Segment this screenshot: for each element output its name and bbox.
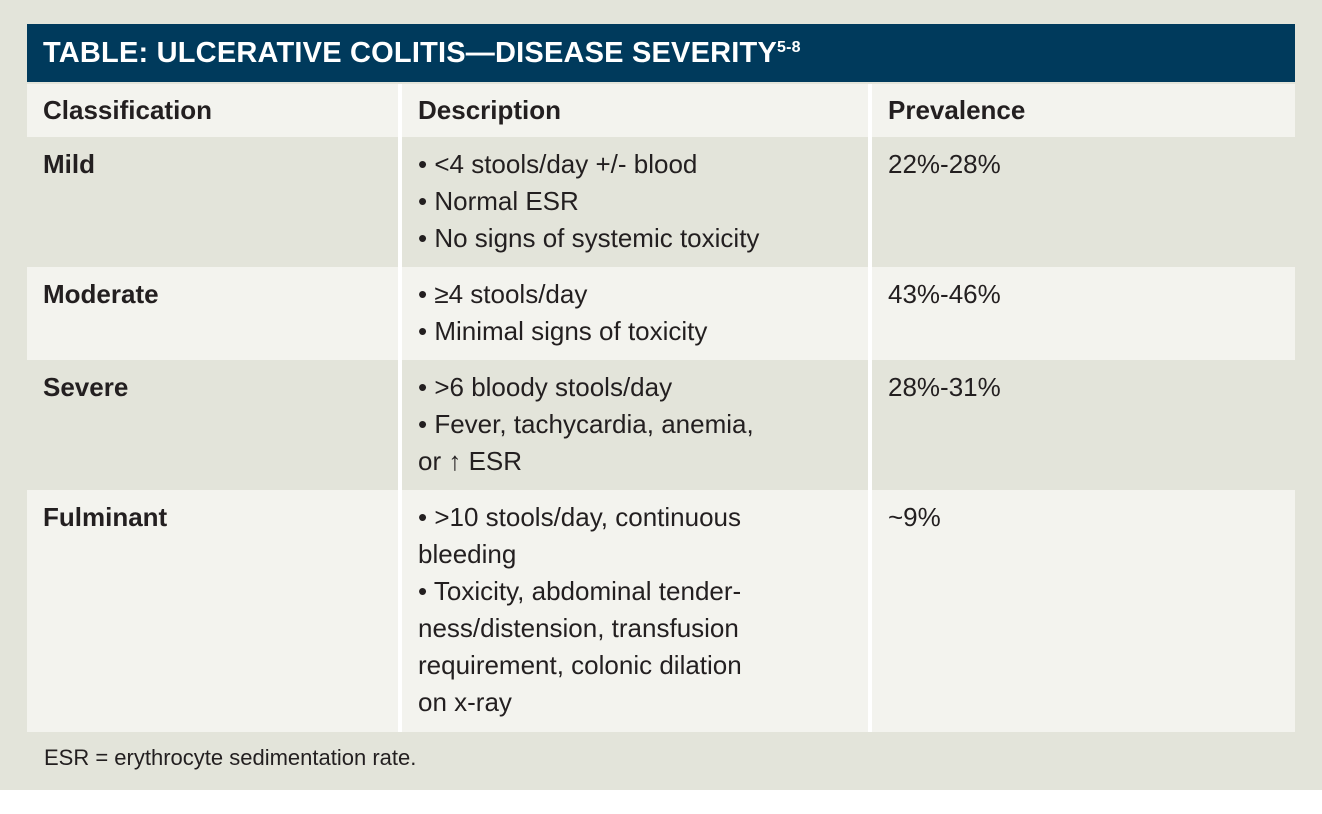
classification-cell: Fulminant	[27, 490, 400, 732]
prevalence-cell: 22%-28%	[868, 137, 1295, 267]
description-line: • Normal ESR	[418, 186, 579, 216]
table-row-fulminant: Fulminant • >10 stools/day, continuous b…	[27, 490, 1295, 732]
table-row-moderate: Moderate • ≥4 stools/day • Minimal signs…	[27, 267, 1295, 360]
table-row-severe: Severe • >6 bloody stools/day • Fever, t…	[27, 360, 1295, 490]
description-line: • ≥4 stools/day	[418, 279, 588, 309]
severity-table: Classification Description Prevalence Mi…	[27, 84, 1295, 732]
description-line: • >10 stools/day, continuous	[418, 502, 741, 532]
table-row-mild: Mild • <4 stools/day +/- blood • Normal …	[27, 137, 1295, 267]
description-line: or ↑ ESR	[418, 446, 523, 476]
description-cell: • ≥4 stools/day • Minimal signs of toxic…	[398, 267, 870, 360]
classification-cell: Moderate	[27, 267, 400, 360]
column-header-description: Description	[398, 84, 870, 137]
prevalence-cell: ~9%	[868, 490, 1295, 732]
prevalence-cell: 28%-31%	[868, 360, 1295, 490]
description-line: • Minimal signs of toxicity	[418, 316, 708, 346]
prevalence-cell: 43%-46%	[868, 267, 1295, 360]
description-line: • <4 stools/day +/- blood	[418, 149, 698, 179]
description-line: requirement, colonic dilation	[418, 650, 742, 680]
description-line: bleeding	[418, 539, 517, 569]
description-cell: • <4 stools/day +/- blood • Normal ESR •…	[398, 137, 870, 267]
description-line: • >6 bloody stools/day	[418, 372, 673, 402]
description-cell: • >6 bloody stools/day • Fever, tachycar…	[398, 360, 870, 490]
description-line: • No signs of systemic toxicity	[418, 223, 760, 253]
description-line: • Toxicity, abdominal tender-	[418, 576, 742, 606]
title-citation: 5-8	[777, 39, 801, 56]
column-header-prevalence: Prevalence	[868, 84, 1295, 137]
column-header-classification: Classification	[27, 84, 400, 137]
classification-cell: Mild	[27, 137, 400, 267]
header-row: Classification Description Prevalence	[27, 84, 1295, 137]
table-panel: TABLE: ULCERATIVE COLITIS—DISEASE SEVERI…	[0, 0, 1322, 790]
table-title: TABLE: ULCERATIVE COLITIS—DISEASE SEVERI…	[27, 24, 1295, 82]
classification-cell: Severe	[27, 360, 400, 490]
description-line: on x-ray	[418, 687, 512, 717]
description-cell: • >10 stools/day, continuous bleeding • …	[398, 490, 870, 732]
description-line: • Fever, tachycardia, anemia,	[418, 409, 754, 439]
footnote: ESR = erythrocyte sedimentation rate.	[44, 745, 417, 770]
description-line: ness/distension, transfusion	[418, 613, 739, 643]
table-title-text: TABLE: ULCERATIVE COLITIS—DISEASE SEVERI…	[43, 37, 777, 69]
